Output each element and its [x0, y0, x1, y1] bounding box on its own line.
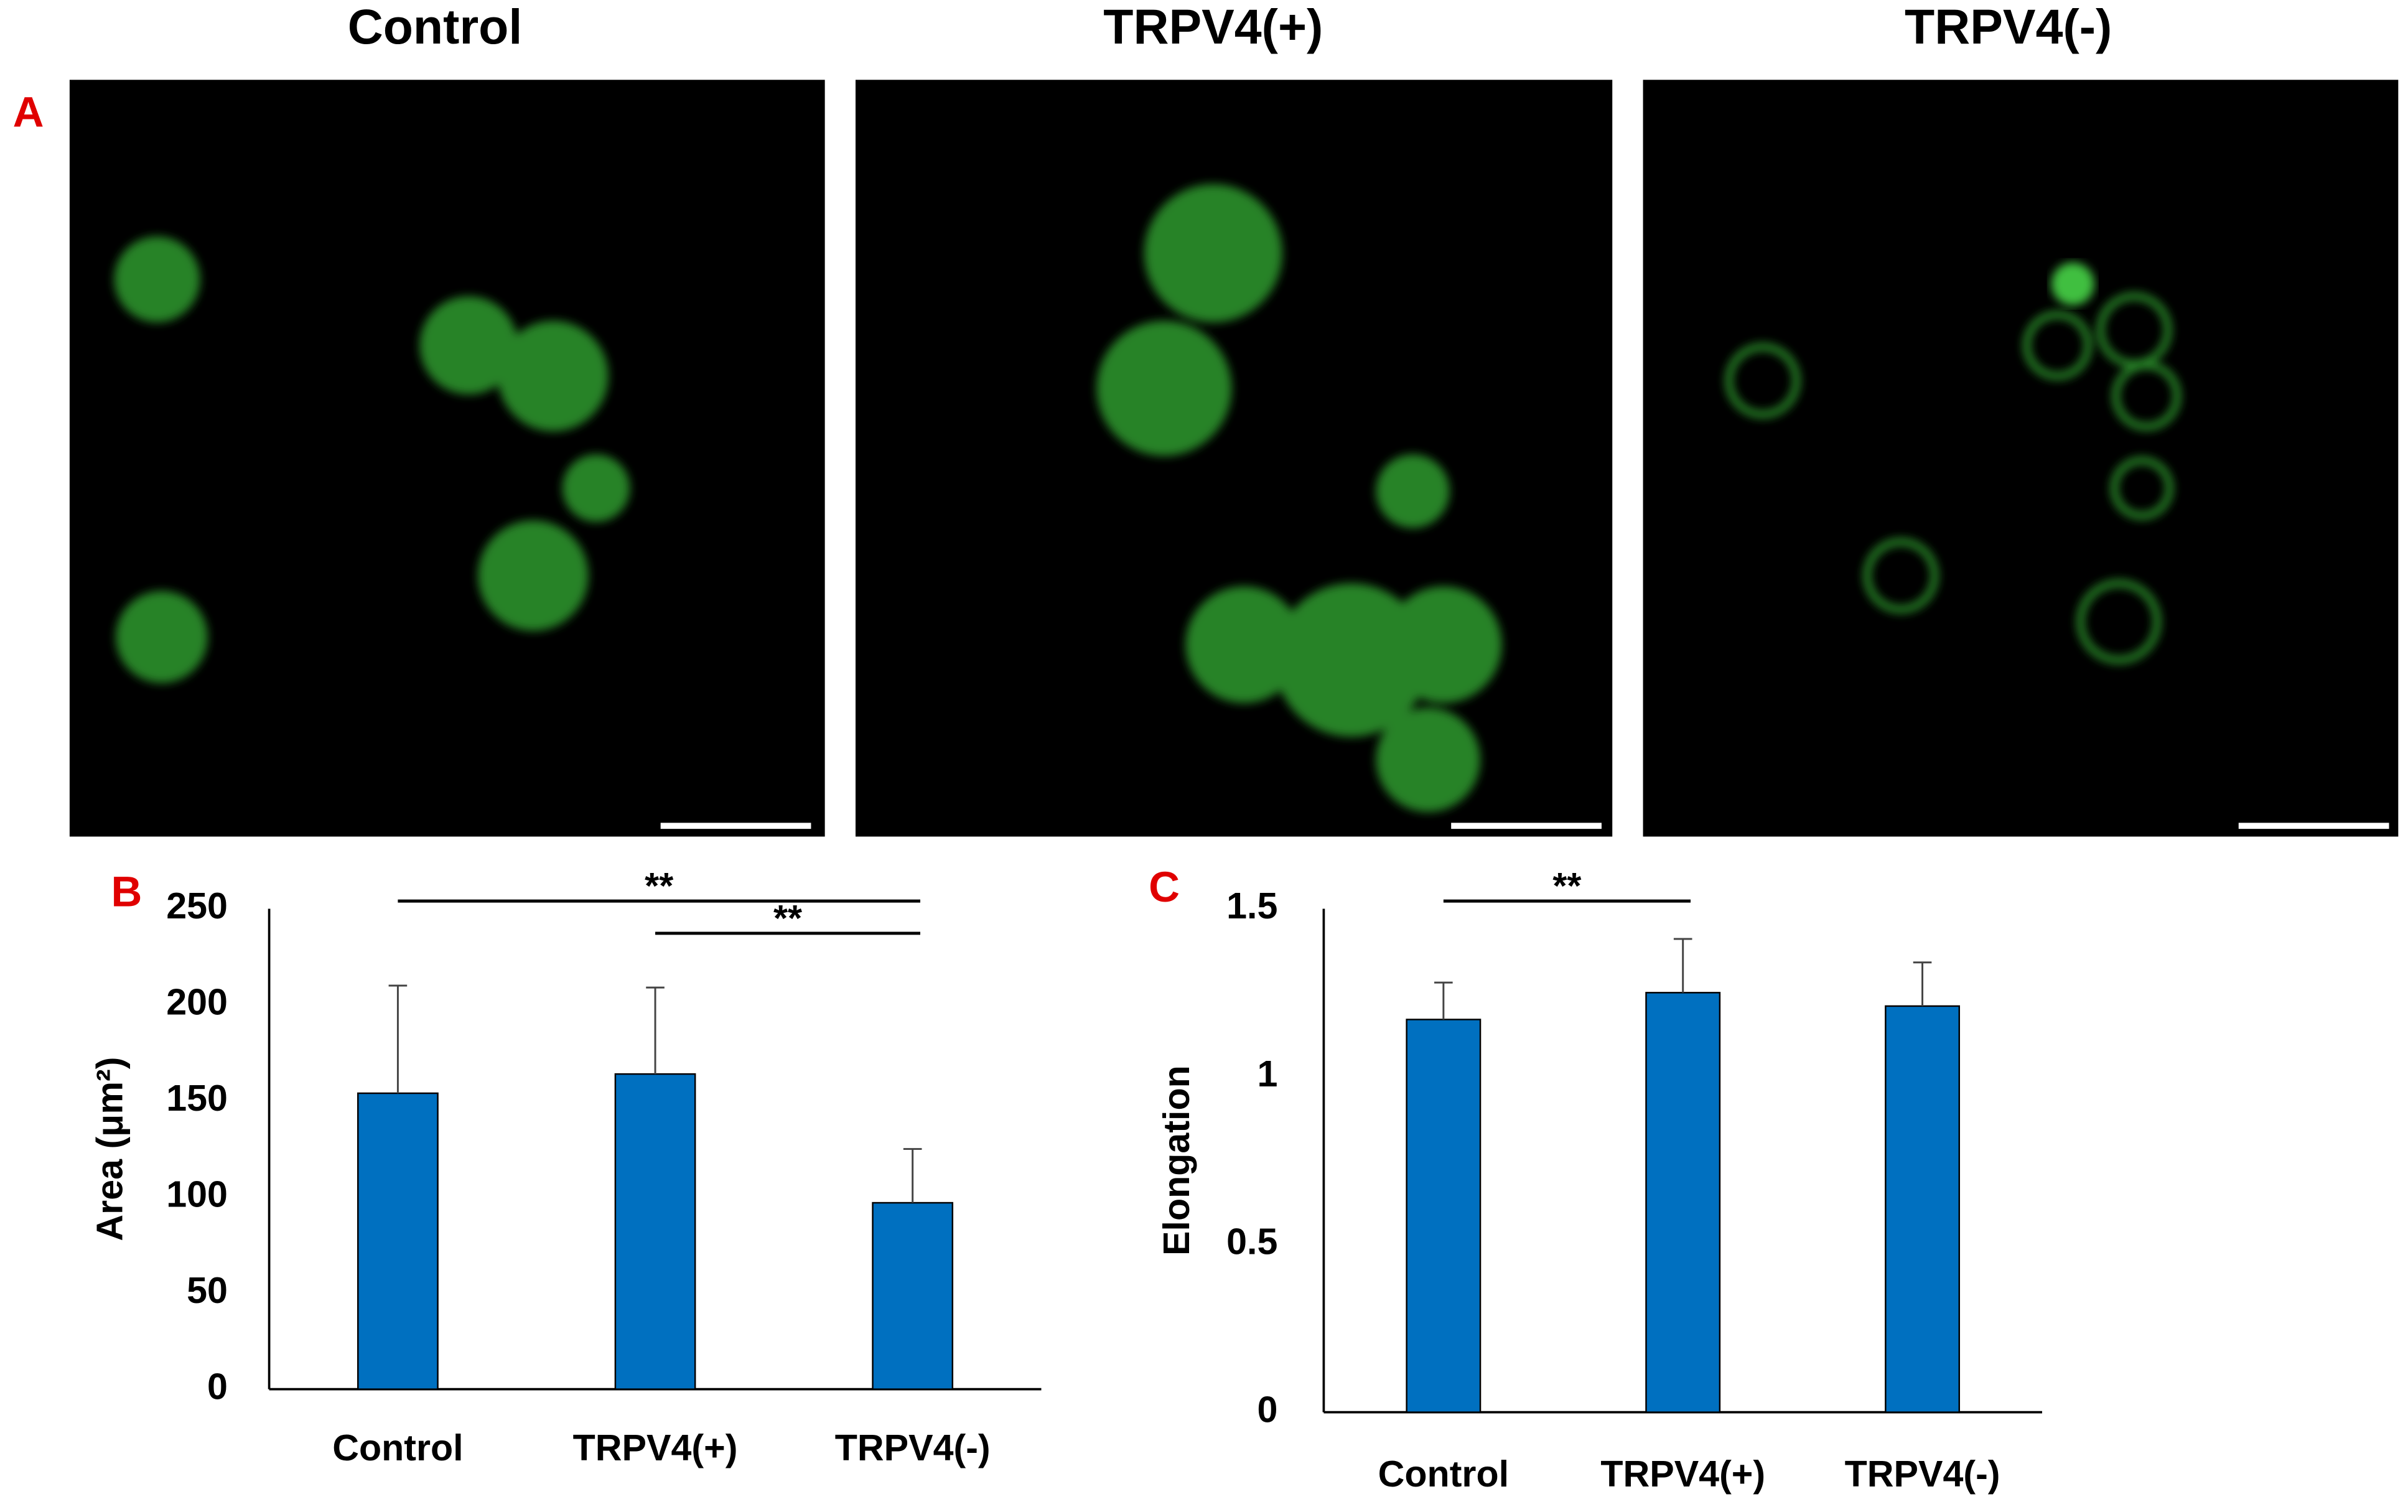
y-axis-label: Area (μm²): [89, 1057, 131, 1241]
x-tick-label: TRPV4(-): [835, 1427, 991, 1468]
significance-label: **: [1552, 865, 1581, 907]
bar: [1645, 992, 1721, 1413]
panel-label: B: [111, 867, 142, 916]
x-tick-label: TRPV4(-): [1845, 1453, 2000, 1495]
panel-label: C: [1149, 862, 1180, 911]
x-tick-label: TRPV4(+): [573, 1427, 738, 1468]
y-axis-label: Elongation: [1155, 1065, 1197, 1256]
micrograph: [69, 80, 825, 837]
error-bar: [1913, 961, 1932, 1006]
x-tick-label: TRPV4(+): [1600, 1453, 1765, 1495]
y-tick-label: 50: [187, 1269, 228, 1311]
image-title: TRPV4(+): [1103, 0, 1323, 54]
y-tick-label: 100: [166, 1173, 228, 1215]
x-tick-label: Control: [1378, 1453, 1509, 1495]
error-bar: [1434, 981, 1453, 1020]
y-tick-label: 1: [1257, 1053, 1277, 1094]
error-bar: [1673, 938, 1692, 993]
y-tick-label: 1.5: [1226, 885, 1277, 926]
y-tick-label: 0: [1257, 1388, 1277, 1430]
y-tick-label: 0: [207, 1365, 228, 1407]
y-tick-label: 0.5: [1226, 1221, 1277, 1262]
image-title: TRPV4(-): [1905, 0, 2112, 54]
panel-label: A: [13, 87, 44, 136]
micrograph: [855, 80, 1613, 837]
y-tick-label: 200: [166, 981, 228, 1023]
micrograph: [1643, 80, 2399, 837]
error-bar: [903, 1148, 922, 1203]
y-tick-label: 150: [166, 1077, 228, 1119]
image-title: Control: [348, 0, 523, 54]
significance-label: **: [773, 897, 802, 939]
bar: [1885, 1005, 1960, 1413]
bar: [614, 1073, 696, 1390]
significance-label: **: [645, 865, 673, 907]
error-bar: [646, 986, 665, 1075]
error-bar: [388, 984, 408, 1093]
bar: [1406, 1019, 1482, 1413]
x-tick-label: Control: [332, 1427, 463, 1468]
y-tick-label: 250: [166, 885, 228, 926]
bar: [357, 1092, 439, 1390]
bar: [872, 1202, 954, 1390]
